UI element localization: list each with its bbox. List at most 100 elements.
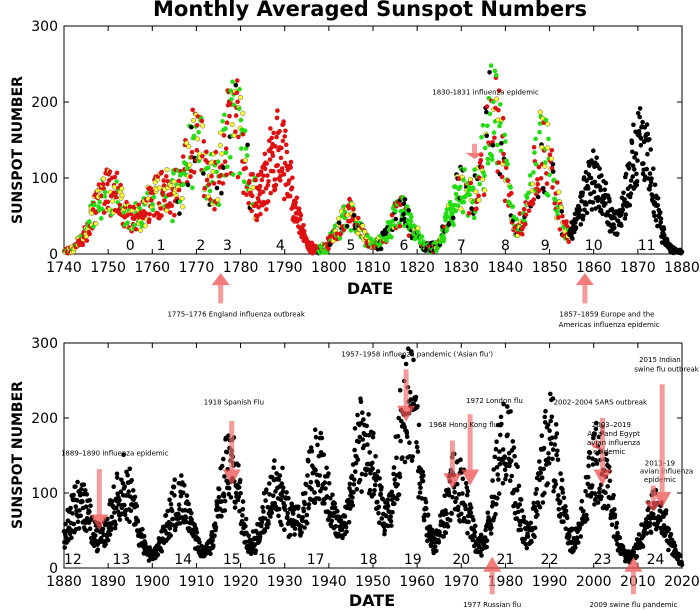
data-point: [300, 515, 306, 520]
data-point: [116, 502, 122, 507]
data-point: [365, 467, 371, 472]
data-point: [603, 201, 608, 206]
chart-title: Monthly Averaged Sunspot Numbers: [153, 0, 587, 21]
data-point: [371, 492, 377, 497]
y-axis-title-top: SUNSPOT NUMBER: [10, 76, 26, 224]
data-point: [397, 474, 403, 480]
data-point: [394, 455, 399, 461]
data-point: [312, 490, 317, 495]
data-point: [232, 505, 238, 510]
data-point: [620, 544, 626, 549]
data-point: [319, 486, 325, 491]
data-point: [219, 151, 225, 157]
data-point: [546, 136, 551, 142]
data-point: [542, 160, 548, 165]
data-point: [532, 525, 538, 531]
data-point: [473, 189, 479, 195]
data-point: [271, 493, 276, 499]
cycle-number: 21: [497, 552, 515, 568]
data-point: [222, 159, 228, 164]
data-point: [554, 208, 560, 214]
data-point: [573, 225, 579, 230]
data-point: [358, 399, 364, 405]
data-point: [584, 210, 590, 216]
data-point: [204, 149, 209, 155]
data-point: [62, 545, 67, 550]
data-point: [535, 512, 540, 518]
x-tick-label: 1780: [223, 260, 259, 276]
data-point: [305, 473, 310, 478]
data-point: [666, 547, 671, 553]
data-point: [548, 441, 554, 447]
data-point: [275, 108, 280, 113]
cycle-number: 5: [346, 238, 355, 254]
data-point: [630, 174, 635, 179]
data-point: [147, 217, 152, 222]
data-point: [507, 478, 513, 484]
data-point: [227, 113, 232, 119]
data-point: [523, 212, 529, 217]
data-point: [497, 449, 502, 454]
x-axis-title-bottom: DATE: [349, 591, 395, 610]
data-point: [355, 412, 360, 418]
data-point: [499, 141, 504, 146]
data-point: [223, 146, 229, 151]
data-point: [268, 126, 273, 131]
data-point: [385, 503, 391, 509]
data-point: [403, 361, 409, 367]
data-point: [372, 488, 377, 493]
data-point: [162, 198, 167, 203]
data-point: [547, 152, 553, 157]
annotation-label: 2015 Indian: [639, 356, 681, 364]
data-point: [279, 145, 284, 151]
data-point: [304, 512, 310, 518]
data-point: [402, 459, 408, 465]
data-point: [380, 497, 386, 502]
data-point: [117, 517, 123, 522]
data-point: [409, 458, 415, 463]
data-point: [306, 459, 311, 464]
data-point: [485, 156, 491, 162]
data-point: [240, 110, 246, 116]
data-point: [250, 171, 255, 177]
annotation-arrow: [443, 440, 462, 490]
data-point: [265, 199, 271, 204]
data-point: [342, 514, 348, 519]
data-point: [265, 524, 270, 530]
data-point: [115, 491, 120, 497]
data-point: [354, 487, 360, 492]
data-point: [647, 187, 652, 192]
data-point: [498, 148, 504, 154]
data-point: [290, 175, 295, 181]
x-tick-label: 1800: [311, 260, 347, 276]
data-point: [312, 427, 318, 433]
annotation-label: 1889–1890 influenza epidemic: [61, 450, 169, 458]
data-point: [100, 181, 106, 187]
data-point: [211, 181, 217, 186]
cycle-number: 4: [276, 238, 285, 254]
data-point: [279, 522, 284, 528]
data-point: [648, 530, 654, 535]
data-point: [397, 223, 403, 229]
data-point: [282, 196, 287, 202]
data-point: [629, 140, 635, 146]
data-point: [240, 513, 245, 518]
data-point: [262, 516, 268, 521]
data-point: [632, 155, 637, 160]
data-point: [199, 118, 205, 124]
data-point: [469, 207, 475, 212]
data-point: [301, 223, 306, 228]
data-point: [101, 186, 106, 191]
data-point: [482, 187, 488, 193]
data-point: [318, 430, 324, 436]
data-point: [615, 530, 620, 536]
data-point: [176, 187, 182, 193]
data-point: [392, 501, 397, 506]
data-point: [502, 467, 508, 473]
data-point: [90, 207, 96, 212]
data-point: [281, 119, 286, 124]
data-point: [130, 488, 136, 493]
data-point: [197, 539, 202, 545]
cycle-number: 22: [541, 552, 559, 568]
data-point: [99, 193, 104, 199]
